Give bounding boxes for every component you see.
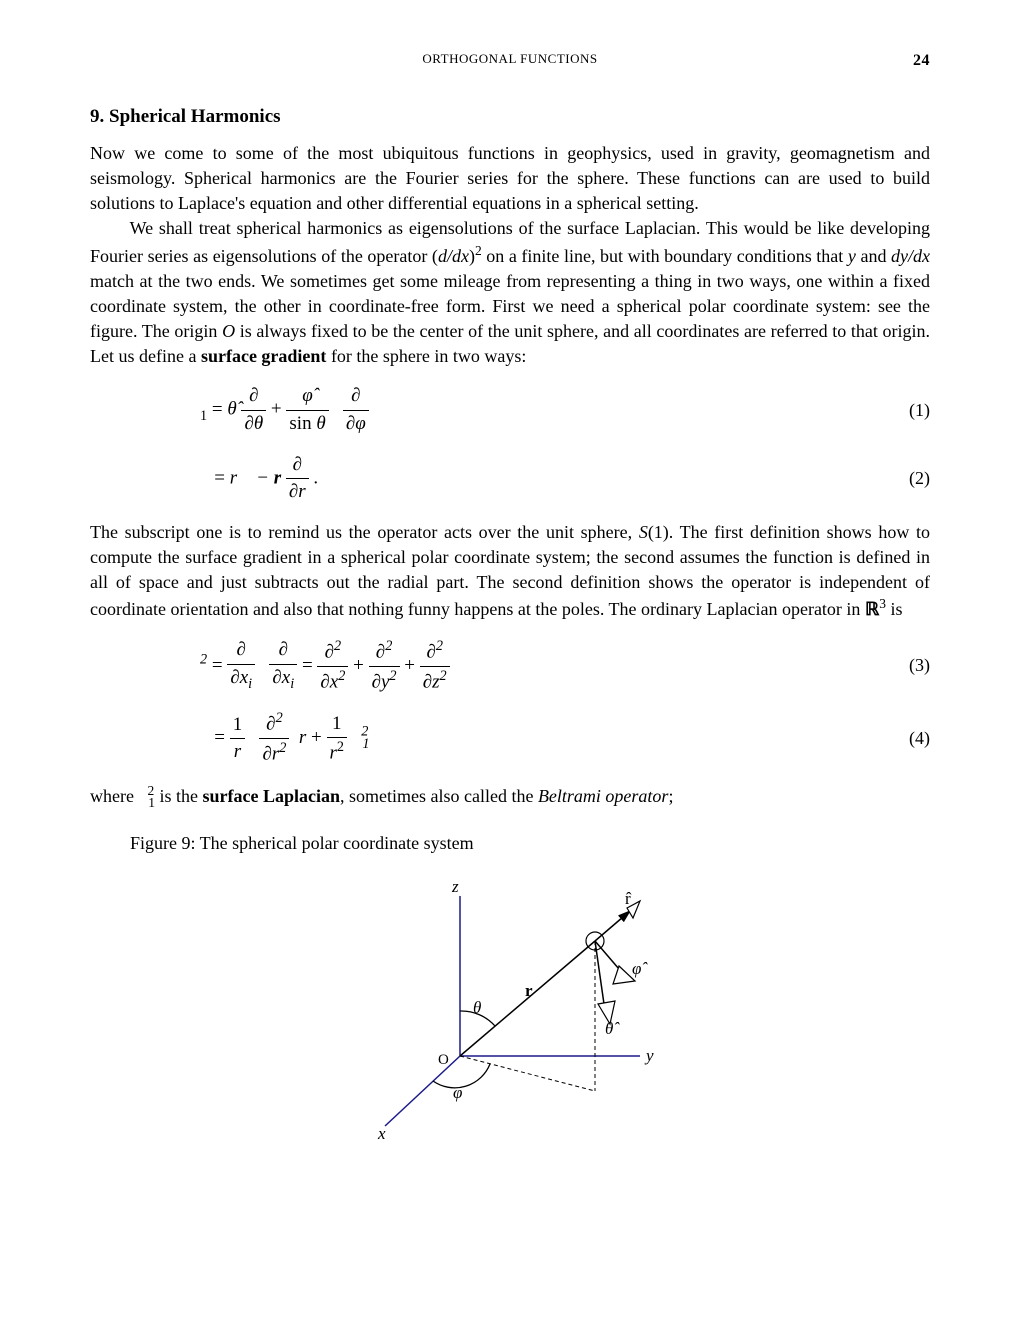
proj-line — [460, 1056, 595, 1091]
figure-9: z y x O r r̂ φ̂ θ̂ θ φ — [90, 866, 930, 1153]
running-title: ORTHOGONAL FUNCTIONS — [422, 51, 597, 66]
R-sym: ℝ — [865, 599, 879, 619]
surf-lap-term: surface Laplacian — [202, 786, 340, 806]
z-label: z — [451, 877, 459, 896]
eq1-number: (1) — [880, 398, 930, 423]
section-title: 9. Spherical Harmonics — [90, 104, 930, 131]
eq4-content: = 1r ∂2∂r2 r + 1r2 21 — [90, 709, 880, 768]
y-var: y — [848, 246, 856, 266]
paragraph-1: Now we come to some of the most ubiquito… — [90, 141, 930, 217]
p3a: The subscript one is to remind us the op… — [90, 522, 639, 542]
eq2-content: = r − r ∂∂r . — [90, 452, 880, 506]
p4d: ; — [668, 786, 673, 806]
theta-label: θ — [473, 998, 481, 1017]
eq2-number: (2) — [880, 466, 930, 491]
r-vec-label: r — [525, 981, 533, 1000]
equation-2: = r − r ∂∂r . (2) — [90, 452, 930, 506]
equation-1: 1 = θ̂ ∂∂θ + φ̂sin θ ∂∂φ (1) — [90, 383, 930, 437]
coord-system-svg: z y x O r r̂ φ̂ θ̂ θ φ — [330, 866, 690, 1146]
eq3-number: (3) — [880, 653, 930, 678]
theta-hat-label: θ̂ — [605, 1019, 620, 1038]
eq1-content: 1 = θ̂ ∂∂θ + φ̂sin θ ∂∂φ — [90, 383, 880, 437]
S-var: S — [639, 522, 648, 542]
paragraph-2: We shall treat spherical harmonics as ei… — [90, 216, 930, 369]
r-hat-arrow — [595, 911, 630, 941]
p4b: is the — [155, 786, 203, 806]
running-header: ORTHOGONAL FUNCTIONS 24 — [90, 50, 930, 68]
y-label: y — [644, 1046, 654, 1065]
beltrami-term: Beltrami operator — [538, 786, 669, 806]
O-var: O — [222, 321, 235, 341]
p2g: for the sphere in two ways: — [326, 346, 526, 366]
eq3-content: 2 = ∂∂xi ∂∂xi = ∂2∂x2 + ∂2∂y2 + ∂2∂z2 — [90, 637, 880, 696]
surf-grad-term: surface gradient — [201, 346, 326, 366]
ddx: d/dx — [438, 246, 469, 266]
paragraph-4: where 21 is the surface Laplacian, somet… — [90, 782, 930, 812]
eq4-number: (4) — [880, 726, 930, 751]
r-hat-label: r̂ — [625, 889, 632, 908]
p4c: , sometimes also called the — [340, 786, 538, 806]
page-number: 24 — [913, 50, 930, 72]
phi-hat-label: φ̂ — [632, 959, 648, 978]
p2d: and — [856, 246, 891, 266]
dydx: dy/dx — [891, 246, 930, 266]
figure-caption: Figure 9: The spherical polar coordinate… — [130, 831, 930, 856]
p4a: where — [90, 786, 138, 806]
equation-4: = 1r ∂2∂r2 r + 1r2 21 (4) — [90, 709, 930, 768]
x-label: x — [377, 1124, 386, 1143]
paragraph-3: The subscript one is to remind us the op… — [90, 520, 930, 623]
p3c: is — [886, 599, 903, 619]
origin-label: O — [438, 1052, 449, 1068]
p2c: on a finite line, but with boundary cond… — [482, 246, 848, 266]
equation-3: 2 = ∂∂xi ∂∂xi = ∂2∂x2 + ∂2∂y2 + ∂2∂z2 (3… — [90, 637, 930, 696]
phi-label: φ — [453, 1083, 462, 1102]
